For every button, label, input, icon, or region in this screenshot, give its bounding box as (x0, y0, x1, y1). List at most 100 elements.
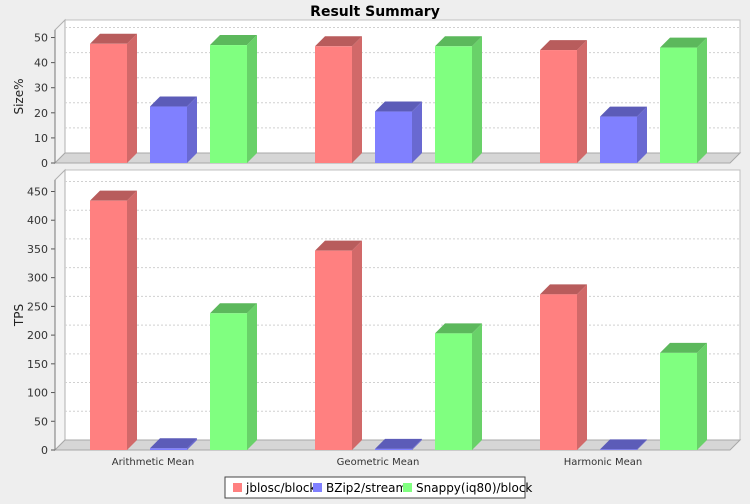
bar-top (375, 101, 422, 112)
y-tick-label: 0 (41, 157, 48, 170)
bar-top (210, 35, 257, 46)
legend-swatch (233, 483, 242, 492)
bar (150, 438, 197, 450)
y-tick-label: 100 (27, 387, 48, 400)
bar-top (375, 438, 422, 449)
y-tick-label: 50 (34, 415, 48, 428)
y-axis-title: Size% (12, 78, 26, 114)
bar-side (127, 33, 137, 164)
y-tick-label: 10 (34, 132, 48, 145)
bar (435, 323, 482, 450)
y-tick-label: 400 (27, 214, 48, 227)
legend-label: jblosc/block (245, 481, 316, 495)
bar-side (187, 438, 197, 450)
bar-side (697, 37, 707, 163)
bar (600, 439, 647, 450)
plots: 0 10 20 30 40 50 Size% 0 50 100 150 200 250 300 350 400… (12, 18, 742, 468)
bar-front (600, 449, 637, 450)
plot-panel-tps: 0 50 100 150 200 250 300 350 400 450 TPS Arithmetic… (12, 168, 742, 468)
bar-top (660, 342, 707, 353)
bar-top (435, 36, 482, 47)
bar-side (697, 342, 707, 450)
bar-top (90, 190, 137, 201)
plot-panel-size: 0 10 20 30 40 50 Size% (12, 18, 742, 170)
bar-top (150, 438, 197, 449)
bar (210, 35, 257, 163)
bar-front (90, 43, 127, 163)
y-axis-title: TPS (12, 304, 26, 327)
bar-front (540, 294, 577, 450)
legend-swatch (403, 483, 412, 492)
category-label: Arithmetic Mean (112, 457, 195, 468)
bar (315, 240, 362, 450)
bar-front (375, 111, 412, 163)
bar-front (150, 448, 187, 450)
bar-side (247, 303, 257, 450)
bar-top (600, 439, 647, 450)
chart-title: Result Summary (310, 4, 440, 20)
bar-front (435, 333, 472, 450)
y-tick-label: 200 (27, 329, 48, 342)
bar-side (637, 106, 647, 163)
bar-side (352, 36, 362, 163)
bar (90, 33, 137, 164)
legend-box (224, 476, 526, 499)
bar-side (472, 36, 482, 163)
bar (435, 36, 482, 163)
bar-top (150, 96, 197, 107)
legend-swatch (313, 483, 322, 492)
plot-side-wall (54, 18, 66, 165)
bar-top (540, 284, 587, 295)
y-tick-label: 150 (27, 358, 48, 371)
bar-top (660, 37, 707, 48)
bar (315, 36, 362, 163)
y-tick-label: 20 (34, 107, 48, 120)
legend-label: BZip2/stream (326, 481, 407, 495)
bar-front (315, 250, 352, 450)
legend-label: Snappy(iq80)/block (416, 481, 532, 495)
bar (375, 438, 422, 450)
bar (600, 106, 647, 163)
bar (540, 284, 587, 450)
bar-side (472, 323, 482, 450)
bar-top (600, 106, 647, 117)
bar-side (187, 96, 197, 163)
bar (375, 101, 422, 163)
y-tick-label: 250 (27, 300, 48, 313)
bar (540, 40, 587, 163)
bar-front (315, 46, 352, 163)
bar-side (577, 40, 587, 163)
plot-background (64, 169, 741, 441)
bar-front (600, 116, 637, 163)
plot-side-wall (54, 168, 66, 452)
y-tick-label: 50 (34, 32, 48, 45)
bar (210, 303, 257, 450)
category-label: Geometric Mean (337, 457, 420, 468)
bar-front (210, 313, 247, 450)
bar (660, 342, 707, 450)
y-tick-label: 300 (27, 272, 48, 285)
bar-top (210, 303, 257, 314)
bar (660, 37, 707, 163)
legend: jblosc/block BZip2/stream Snappy(iq80)/blo… (224, 476, 532, 499)
bar-front (375, 448, 412, 450)
bar-top (435, 323, 482, 334)
bar-top (315, 240, 362, 251)
bar-front (660, 352, 697, 450)
bar-top (90, 33, 137, 44)
bar-side (577, 284, 587, 450)
bar-side (352, 240, 362, 450)
category-label: Harmonic Mean (564, 457, 642, 468)
bar-front (540, 50, 577, 163)
bar-front (150, 106, 187, 163)
y-tick-label: 350 (27, 243, 48, 256)
y-tick-label: 450 (27, 185, 48, 198)
y-tick-label: 30 (34, 82, 48, 95)
bar-side (247, 35, 257, 163)
bar-front (660, 47, 697, 163)
bar-front (210, 45, 247, 163)
bar-side (637, 439, 647, 450)
bar-top (315, 36, 362, 47)
